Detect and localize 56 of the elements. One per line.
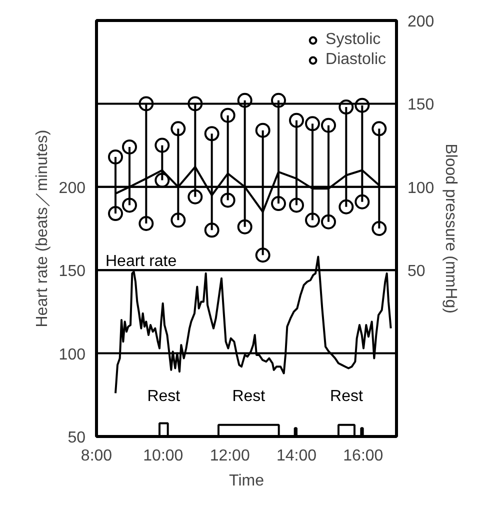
- point: [122, 198, 137, 213]
- y2-axis-title: Blood pressure (mmHg): [442, 144, 460, 314]
- y2-tick-label: 50: [408, 263, 426, 280]
- point: [188, 96, 203, 112]
- point: [289, 112, 304, 128]
- point: [237, 219, 252, 234]
- y-tick-label: 200: [58, 180, 86, 197]
- point: [372, 221, 387, 236]
- point: [108, 206, 123, 222]
- point: [220, 192, 236, 208]
- legend-label: Systolic: [326, 31, 381, 49]
- point: [354, 194, 370, 210]
- point: [321, 118, 336, 133]
- point: [122, 139, 137, 154]
- point: [338, 199, 354, 214]
- y-tick-label: 100: [58, 346, 86, 364]
- y2-tick-label: 150: [408, 96, 434, 114]
- point: [271, 196, 286, 212]
- annotation: Rest: [147, 388, 181, 406]
- legend-label: Diastolic: [326, 51, 386, 69]
- y-tick-label: 150: [58, 263, 86, 280]
- point: [108, 149, 123, 164]
- annotation: Rest: [232, 388, 266, 406]
- point: [305, 116, 320, 132]
- point: [372, 121, 387, 136]
- point: [204, 126, 220, 142]
- point: [138, 96, 154, 112]
- series-label: Heart rate: [106, 252, 177, 270]
- y2-tick-label: 200: [408, 14, 434, 30]
- y2-tick-label: 100: [408, 180, 434, 197]
- point: [354, 98, 370, 113]
- point: [154, 172, 170, 188]
- point: [220, 108, 236, 123]
- point: [188, 189, 203, 204]
- annotation: Rest: [330, 388, 364, 406]
- point: [338, 100, 354, 115]
- point: [170, 212, 186, 228]
- point: [170, 121, 186, 136]
- point: [138, 216, 154, 231]
- x-tick-label: 10:00: [143, 448, 184, 464]
- point: [305, 212, 320, 228]
- point: [255, 122, 270, 138]
- x-tick-label: 8:00: [80, 448, 112, 464]
- x-axis-title: Time: [229, 472, 264, 490]
- y-tick-label: 50: [68, 430, 86, 446]
- point: [237, 92, 252, 108]
- x-tick-label: 16:00: [343, 448, 384, 464]
- point: [289, 198, 304, 213]
- point: [271, 92, 286, 108]
- x-tick-label: 12:00: [210, 448, 250, 464]
- y-axis-title: Heart rate (beats／minutes): [34, 130, 51, 328]
- point: [154, 138, 170, 153]
- x-tick-label: 14:00: [276, 448, 317, 464]
- point: [255, 248, 270, 263]
- point: [321, 214, 336, 230]
- point: [204, 222, 220, 238]
